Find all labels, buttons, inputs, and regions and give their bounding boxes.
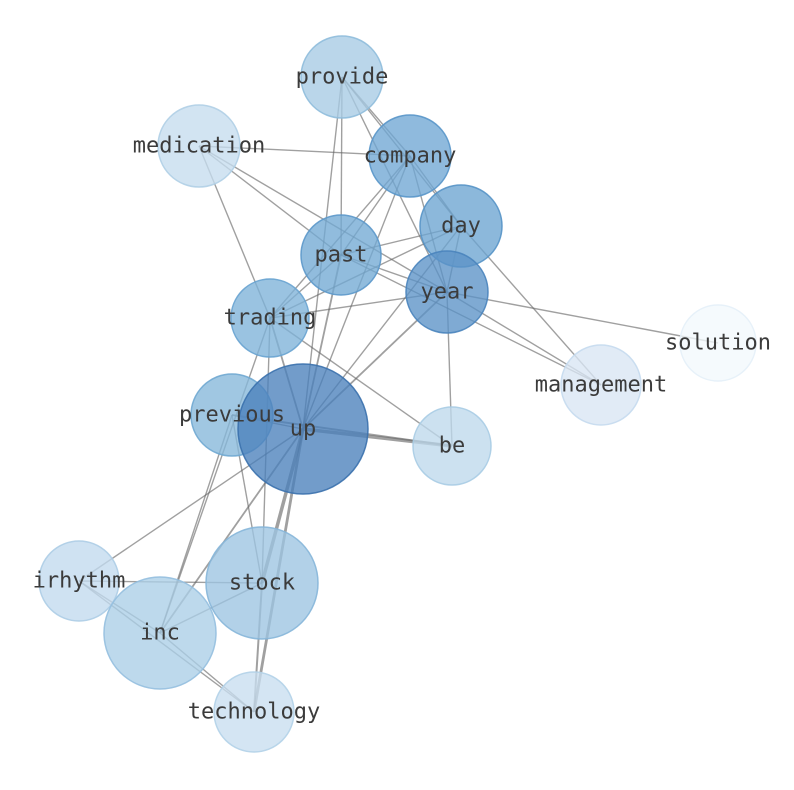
node-up <box>237 363 369 495</box>
node-layer <box>38 35 757 753</box>
node-trading <box>230 278 310 358</box>
node-inc <box>103 576 217 690</box>
node-irhythm <box>38 540 120 622</box>
node-year <box>405 250 489 334</box>
node-provide <box>300 35 384 119</box>
node-stock <box>205 526 319 640</box>
node-management <box>560 344 642 426</box>
node-be <box>412 406 492 486</box>
node-past <box>300 214 382 296</box>
node-technology <box>213 671 295 753</box>
edge-year-solution <box>446 291 719 344</box>
node-medication <box>157 104 241 188</box>
node-solution <box>679 304 757 382</box>
node-company <box>368 114 452 198</box>
